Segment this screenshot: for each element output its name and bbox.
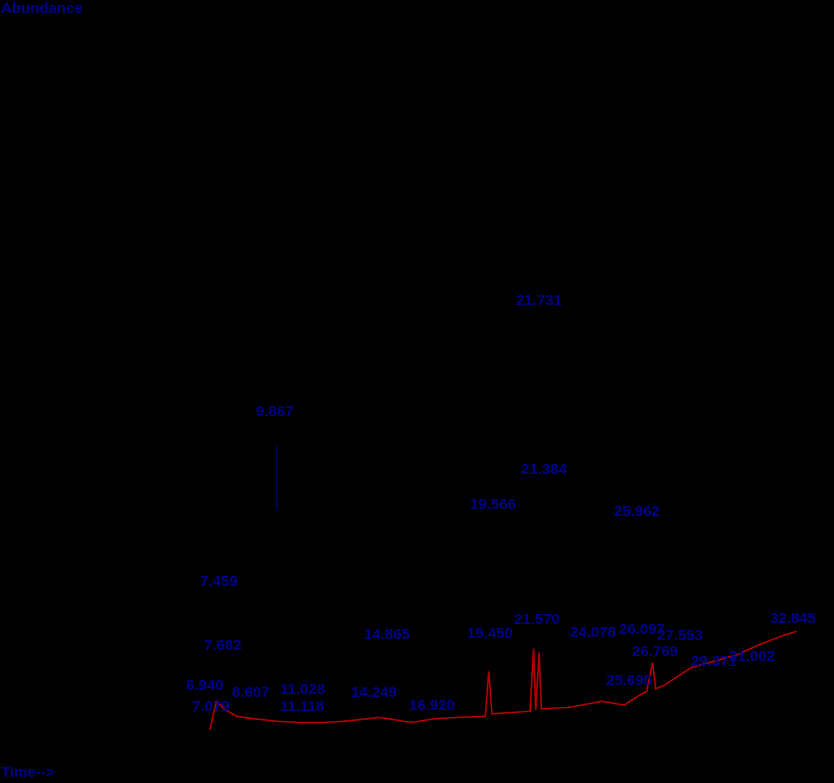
peak-label: 14.865 — [364, 626, 410, 643]
peak-label: 27.553 — [657, 627, 703, 644]
peak-label: 7.459 — [200, 573, 238, 590]
peak-label: 6.940 — [186, 677, 224, 694]
peak-label: 24.078 — [570, 624, 616, 641]
peak-label: 25.962 — [614, 503, 660, 520]
peak-label: 16.920 — [409, 697, 455, 714]
peak-label: 11.118 — [280, 698, 324, 715]
peak-label: 8.607 — [232, 684, 270, 701]
peak-label: 31.002 — [729, 648, 775, 665]
peak-labels: 7.079 6.940 7.459 7.682 8.607 9.867 11.02811.1… — [186, 292, 816, 715]
peak-label: 21.731 — [516, 292, 562, 309]
peak-label: 21.570 — [514, 611, 560, 628]
peak-label: 9.867 — [256, 403, 294, 420]
peak-label: 19.566 — [470, 496, 516, 513]
peak-label: 11.028 — [280, 681, 325, 698]
peak-label: 14.249 — [351, 684, 397, 701]
peak-label: 29.371 — [691, 653, 737, 670]
peak-label: 26.097 — [619, 621, 665, 638]
peak-label: 32.845 — [770, 610, 816, 627]
peak-label: 7.682 — [204, 637, 242, 654]
peak-label: 19.450 — [467, 625, 513, 642]
peak-label: 7.079 — [192, 698, 230, 715]
y-axis-title: Abundance — [1, 0, 83, 17]
peak-label: 26.769 — [632, 643, 678, 660]
tic-trace — [209, 630, 797, 731]
peak-label: 25.690 — [606, 672, 652, 689]
peak-label: 21.384 — [521, 461, 568, 478]
x-axis-title: Time--> — [1, 764, 55, 781]
